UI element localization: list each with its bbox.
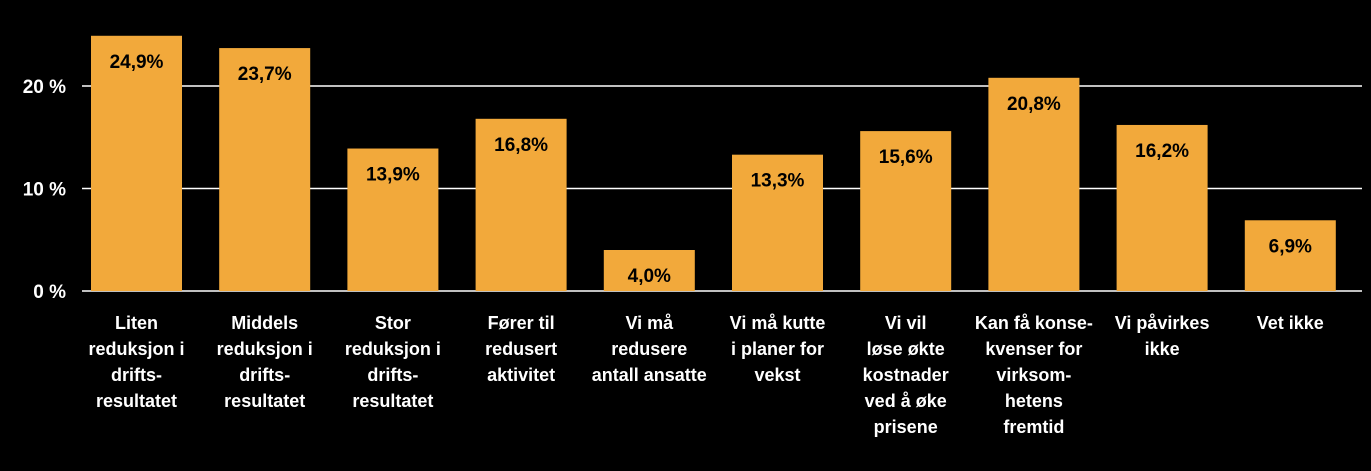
bars bbox=[91, 35, 1336, 292]
data-label: 23,7% bbox=[238, 64, 292, 85]
data-label: 13,3% bbox=[751, 171, 805, 192]
category-label-line: Vi må kutte bbox=[730, 313, 826, 333]
category-label-line: Vi påvirkes bbox=[1115, 313, 1210, 333]
category-label-line: redusert bbox=[485, 339, 557, 359]
data-label: 16,2% bbox=[1135, 141, 1189, 162]
bar-1 bbox=[91, 35, 182, 292]
category-label-line: prisene bbox=[874, 417, 938, 437]
category-label-line: reduksjon i bbox=[217, 339, 313, 359]
category-label-line: hetens bbox=[1005, 391, 1063, 411]
category-label-line: ved å øke bbox=[865, 391, 947, 411]
bar-10 bbox=[1244, 220, 1336, 291]
category-label-line: Vi vil bbox=[885, 313, 927, 333]
category-label-line: Vet ikke bbox=[1257, 313, 1324, 333]
category-label-line: reduksjon i bbox=[88, 339, 184, 359]
category-label-line: drifts- bbox=[111, 365, 162, 385]
bar-3 bbox=[347, 148, 439, 291]
category-label-line: resultatet bbox=[96, 391, 177, 411]
bar-2 bbox=[219, 48, 311, 292]
category-label-line: redusere bbox=[611, 339, 687, 359]
category-label-line: løse økte bbox=[867, 339, 945, 359]
category-label-line: Vi må bbox=[625, 313, 674, 333]
category-label-line: Fører til bbox=[488, 313, 555, 333]
category-label-line: reduksjon i bbox=[345, 339, 441, 359]
bar-9 bbox=[1116, 124, 1208, 291]
category-label-line: antall ansatte bbox=[592, 365, 707, 385]
category-label-line: resultatet bbox=[352, 391, 433, 411]
category-label-line: kostnader bbox=[863, 365, 949, 385]
category-label-line: i planer for bbox=[731, 339, 824, 359]
data-labels: 24,9% 23,7% 13,9% 16,8% 4,0% 13,3% 15,6% 20,8% 1… bbox=[110, 52, 1312, 287]
bar-4 bbox=[475, 118, 567, 291]
bar-6 bbox=[732, 154, 823, 291]
data-label: 4,0% bbox=[628, 266, 671, 287]
data-label: 13,9% bbox=[366, 165, 420, 186]
y-axis-tick-labels: 0 % 10 % 20 % bbox=[23, 77, 66, 303]
bar-7 bbox=[860, 131, 952, 291]
category-label-line: vekst bbox=[754, 365, 800, 385]
y-tick-label: 10 % bbox=[23, 180, 66, 201]
data-label: 6,9% bbox=[1269, 236, 1312, 257]
category-label-line: Middels bbox=[231, 313, 298, 333]
category-label-line: Liten bbox=[115, 313, 158, 333]
category-label-line: Stor bbox=[375, 313, 411, 333]
category-label-line: resultatet bbox=[224, 391, 305, 411]
data-label: 20,8% bbox=[1007, 94, 1061, 115]
y-tick-label: 0 % bbox=[33, 282, 66, 303]
category-labels: Liten reduksjon i drifts-resultatet Middels… bbox=[88, 313, 1323, 437]
category-label-line: drifts- bbox=[367, 365, 418, 385]
category-label-line: aktivitet bbox=[487, 365, 555, 385]
category-label-line: drifts- bbox=[239, 365, 290, 385]
category-label-line: kvenser for bbox=[985, 339, 1082, 359]
category-label-line: Kan få konse- bbox=[975, 313, 1093, 333]
data-label: 24,9% bbox=[110, 52, 164, 73]
category-label-line: virksom- bbox=[996, 365, 1071, 385]
category-label-line: fremtid bbox=[1003, 417, 1064, 437]
bar-8 bbox=[988, 77, 1080, 291]
data-label: 16,8% bbox=[494, 135, 548, 156]
bar-5 bbox=[603, 250, 695, 291]
y-tick-label: 20 % bbox=[23, 77, 66, 98]
category-label-line: ikke bbox=[1145, 339, 1180, 359]
data-label: 15,6% bbox=[879, 147, 933, 168]
